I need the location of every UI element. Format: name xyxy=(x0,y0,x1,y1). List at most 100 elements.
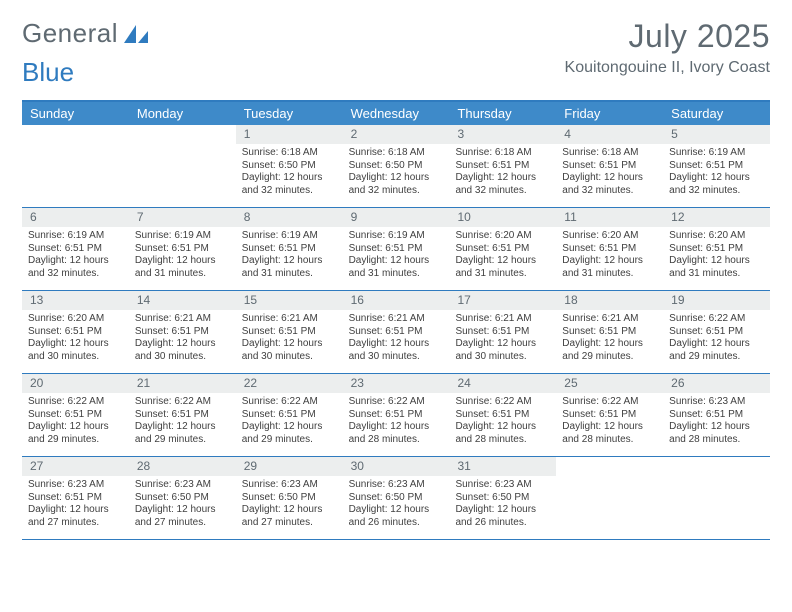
daylight-line: Daylight: 12 hours and 31 minutes. xyxy=(669,255,764,280)
calendar-day xyxy=(129,125,236,207)
dow-cell: Monday xyxy=(129,102,236,125)
day-number: 5 xyxy=(663,125,770,144)
daylight-line: Daylight: 12 hours and 28 minutes. xyxy=(455,421,550,446)
day-body: Sunrise: 6:22 AMSunset: 6:51 PMDaylight:… xyxy=(129,393,236,450)
sunset-line: Sunset: 6:51 PM xyxy=(669,243,764,256)
sunset-line: Sunset: 6:51 PM xyxy=(455,243,550,256)
calendar-day: 25Sunrise: 6:22 AMSunset: 6:51 PMDayligh… xyxy=(556,374,663,456)
day-number: 26 xyxy=(663,374,770,393)
sunset-line: Sunset: 6:51 PM xyxy=(242,409,337,422)
sunrise-line: Sunrise: 6:20 AM xyxy=(28,313,123,326)
calendar-day: 9Sunrise: 6:19 AMSunset: 6:51 PMDaylight… xyxy=(343,208,450,290)
day-body: Sunrise: 6:19 AMSunset: 6:51 PMDaylight:… xyxy=(236,227,343,284)
daylight-line: Daylight: 12 hours and 27 minutes. xyxy=(242,504,337,529)
day-number: 1 xyxy=(236,125,343,144)
sunset-line: Sunset: 6:51 PM xyxy=(562,243,657,256)
calendar-day: 21Sunrise: 6:22 AMSunset: 6:51 PMDayligh… xyxy=(129,374,236,456)
sunrise-line: Sunrise: 6:21 AM xyxy=(455,313,550,326)
sunset-line: Sunset: 6:50 PM xyxy=(349,492,444,505)
day-body: Sunrise: 6:23 AMSunset: 6:51 PMDaylight:… xyxy=(22,476,129,533)
calendar-day: 8Sunrise: 6:19 AMSunset: 6:51 PMDaylight… xyxy=(236,208,343,290)
sunset-line: Sunset: 6:51 PM xyxy=(562,326,657,339)
day-number: 3 xyxy=(449,125,556,144)
sunrise-line: Sunrise: 6:22 AM xyxy=(669,313,764,326)
dow-cell: Sunday xyxy=(22,102,129,125)
dow-cell: Friday xyxy=(556,102,663,125)
calendar-day xyxy=(663,457,770,539)
daylight-line: Daylight: 12 hours and 31 minutes. xyxy=(242,255,337,280)
day-number: 9 xyxy=(343,208,450,227)
day-number: 29 xyxy=(236,457,343,476)
sunset-line: Sunset: 6:51 PM xyxy=(28,326,123,339)
sunset-line: Sunset: 6:51 PM xyxy=(562,409,657,422)
day-body: Sunrise: 6:18 AMSunset: 6:50 PMDaylight:… xyxy=(343,144,450,201)
sunrise-line: Sunrise: 6:23 AM xyxy=(455,479,550,492)
day-body: Sunrise: 6:23 AMSunset: 6:50 PMDaylight:… xyxy=(449,476,556,533)
sunrise-line: Sunrise: 6:20 AM xyxy=(669,230,764,243)
sunrise-line: Sunrise: 6:21 AM xyxy=(349,313,444,326)
day-number: 19 xyxy=(663,291,770,310)
day-body: Sunrise: 6:23 AMSunset: 6:51 PMDaylight:… xyxy=(663,393,770,450)
sunrise-line: Sunrise: 6:20 AM xyxy=(562,230,657,243)
daylight-line: Daylight: 12 hours and 32 minutes. xyxy=(242,172,337,197)
sunrise-line: Sunrise: 6:23 AM xyxy=(28,479,123,492)
day-number: 7 xyxy=(129,208,236,227)
daylight-line: Daylight: 12 hours and 27 minutes. xyxy=(28,504,123,529)
calendar-body: 1Sunrise: 6:18 AMSunset: 6:50 PMDaylight… xyxy=(22,125,770,540)
day-number: 18 xyxy=(556,291,663,310)
sunrise-line: Sunrise: 6:19 AM xyxy=(242,230,337,243)
sunset-line: Sunset: 6:51 PM xyxy=(669,326,764,339)
dow-cell: Tuesday xyxy=(236,102,343,125)
calendar-day: 7Sunrise: 6:19 AMSunset: 6:51 PMDaylight… xyxy=(129,208,236,290)
daylight-line: Daylight: 12 hours and 32 minutes. xyxy=(455,172,550,197)
daylight-line: Daylight: 12 hours and 32 minutes. xyxy=(669,172,764,197)
day-body: Sunrise: 6:21 AMSunset: 6:51 PMDaylight:… xyxy=(343,310,450,367)
daylight-line: Daylight: 12 hours and 31 minutes. xyxy=(562,255,657,280)
sunrise-line: Sunrise: 6:19 AM xyxy=(349,230,444,243)
dow-cell: Saturday xyxy=(663,102,770,125)
daylight-line: Daylight: 12 hours and 28 minutes. xyxy=(669,421,764,446)
day-body: Sunrise: 6:22 AMSunset: 6:51 PMDaylight:… xyxy=(236,393,343,450)
calendar-day: 13Sunrise: 6:20 AMSunset: 6:51 PMDayligh… xyxy=(22,291,129,373)
calendar-day xyxy=(556,457,663,539)
sunset-line: Sunset: 6:51 PM xyxy=(349,409,444,422)
day-body: Sunrise: 6:21 AMSunset: 6:51 PMDaylight:… xyxy=(556,310,663,367)
sunset-line: Sunset: 6:50 PM xyxy=(455,492,550,505)
sunset-line: Sunset: 6:50 PM xyxy=(242,492,337,505)
daylight-line: Daylight: 12 hours and 32 minutes. xyxy=(28,255,123,280)
logo: General xyxy=(22,18,150,49)
day-number: 16 xyxy=(343,291,450,310)
calendar-day: 3Sunrise: 6:18 AMSunset: 6:51 PMDaylight… xyxy=(449,125,556,207)
sunset-line: Sunset: 6:51 PM xyxy=(562,160,657,173)
calendar-day: 18Sunrise: 6:21 AMSunset: 6:51 PMDayligh… xyxy=(556,291,663,373)
day-body: Sunrise: 6:21 AMSunset: 6:51 PMDaylight:… xyxy=(236,310,343,367)
calendar-week: 13Sunrise: 6:20 AMSunset: 6:51 PMDayligh… xyxy=(22,291,770,374)
sunrise-line: Sunrise: 6:22 AM xyxy=(349,396,444,409)
daylight-line: Daylight: 12 hours and 28 minutes. xyxy=(349,421,444,446)
sunrise-line: Sunrise: 6:22 AM xyxy=(455,396,550,409)
day-body: Sunrise: 6:20 AMSunset: 6:51 PMDaylight:… xyxy=(663,227,770,284)
sunrise-line: Sunrise: 6:19 AM xyxy=(135,230,230,243)
day-body: Sunrise: 6:23 AMSunset: 6:50 PMDaylight:… xyxy=(236,476,343,533)
sunset-line: Sunset: 6:51 PM xyxy=(135,326,230,339)
day-body: Sunrise: 6:22 AMSunset: 6:51 PMDaylight:… xyxy=(449,393,556,450)
daylight-line: Daylight: 12 hours and 32 minutes. xyxy=(562,172,657,197)
location: Kouitongouine II, Ivory Coast xyxy=(565,59,770,77)
sunrise-line: Sunrise: 6:21 AM xyxy=(562,313,657,326)
day-number: 2 xyxy=(343,125,450,144)
sunset-line: Sunset: 6:50 PM xyxy=(242,160,337,173)
calendar-day: 27Sunrise: 6:23 AMSunset: 6:51 PMDayligh… xyxy=(22,457,129,539)
calendar-day: 28Sunrise: 6:23 AMSunset: 6:50 PMDayligh… xyxy=(129,457,236,539)
day-body: Sunrise: 6:22 AMSunset: 6:51 PMDaylight:… xyxy=(663,310,770,367)
day-body: Sunrise: 6:22 AMSunset: 6:51 PMDaylight:… xyxy=(22,393,129,450)
daylight-line: Daylight: 12 hours and 30 minutes. xyxy=(28,338,123,363)
title-block: July 2025 Kouitongouine II, Ivory Coast xyxy=(565,18,770,77)
day-number: 28 xyxy=(129,457,236,476)
day-number: 20 xyxy=(22,374,129,393)
calendar-week: 1Sunrise: 6:18 AMSunset: 6:50 PMDaylight… xyxy=(22,125,770,208)
day-number: 22 xyxy=(236,374,343,393)
calendar-day: 10Sunrise: 6:20 AMSunset: 6:51 PMDayligh… xyxy=(449,208,556,290)
daylight-line: Daylight: 12 hours and 30 minutes. xyxy=(455,338,550,363)
day-body: Sunrise: 6:23 AMSunset: 6:50 PMDaylight:… xyxy=(343,476,450,533)
day-body: Sunrise: 6:19 AMSunset: 6:51 PMDaylight:… xyxy=(663,144,770,201)
